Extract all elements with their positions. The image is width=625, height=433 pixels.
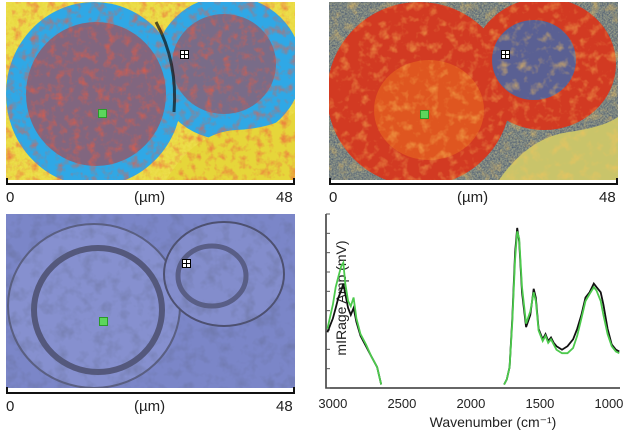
scalebar-unit: (µm) xyxy=(457,189,489,206)
scalebar-max: 48 xyxy=(276,189,293,206)
scalebar-left-top: 0 (µm) 48 xyxy=(6,178,295,210)
ratio-image-panel-left xyxy=(6,2,295,180)
scalebar-line xyxy=(6,178,295,185)
x-tick-label: 2500 xyxy=(387,396,417,411)
scalebar-left-bottom: 0 (µm) 48 xyxy=(6,387,295,419)
series-green-line xyxy=(326,259,383,385)
scalebar-unit: (µm) xyxy=(134,398,166,415)
axes xyxy=(325,214,620,389)
optical-image-panel xyxy=(6,214,295,388)
scalebar-max: 48 xyxy=(276,398,293,415)
green-marker xyxy=(98,109,107,118)
x-tick-label: 1500 xyxy=(525,396,555,411)
x-tick-label: 1000 xyxy=(594,396,624,411)
black-marker xyxy=(182,259,191,268)
scalebar-line xyxy=(329,178,618,185)
green-marker xyxy=(420,110,429,119)
scalebar-max: 48 xyxy=(599,189,616,206)
x-axis-label: Wavenumber (cm⁻¹) xyxy=(429,414,557,430)
scalebar-min: 0 xyxy=(329,189,338,206)
ratio-image-left xyxy=(6,2,295,180)
optical-image xyxy=(6,214,295,388)
scalebar-min: 0 xyxy=(6,189,15,206)
x-tick-label: 3000 xyxy=(318,396,348,411)
scalebar-line xyxy=(6,387,295,394)
x-tick-label: 2000 xyxy=(456,396,486,411)
scalebar-min: 0 xyxy=(6,398,15,415)
green-marker xyxy=(99,317,108,326)
ratio-image-right xyxy=(329,2,618,180)
ratio-image-panel-right xyxy=(329,2,618,180)
black-marker xyxy=(501,50,510,59)
scalebar-right-top: 0 (µm) 48 xyxy=(329,178,618,210)
spectrum-chart xyxy=(325,213,620,389)
black-marker xyxy=(180,50,189,59)
series-green-line xyxy=(503,231,620,385)
scalebar-unit: (µm) xyxy=(134,189,166,206)
